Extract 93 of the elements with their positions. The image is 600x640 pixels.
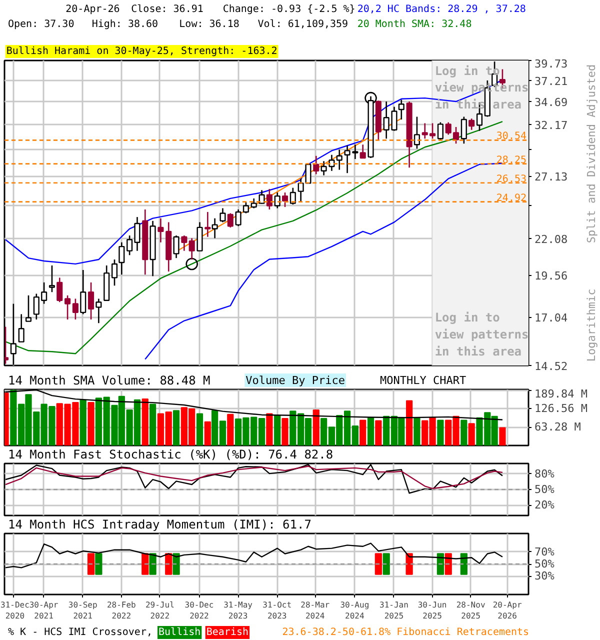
text: Logarithmic [585, 288, 598, 362]
text: 23.6-38.2-50-61.8% Fibonacci Retracements [282, 627, 530, 638]
x-tick-label: 29-Jul 2022 [145, 600, 175, 620]
text: High: 38.60 [92, 19, 158, 30]
y-tick-label: 22.08 [534, 232, 568, 246]
text: 20 Month SMA: 32.48 [357, 19, 472, 30]
candlestick [398, 99, 404, 120]
candlestick [80, 269, 86, 315]
x-tick-label: 31-Dec 2020 [0, 600, 30, 620]
candlestick [468, 118, 475, 131]
text: Bullish Harami on 30-May-25, Strength: -163.2 [6, 46, 278, 57]
x-tick-label: 31-Jan 2025 [380, 600, 409, 620]
chart-title: 14 Month SMA Volume: 88.48 M [8, 374, 210, 388]
y-tick-label: 32.17 [534, 118, 568, 132]
y-tick-label: 70% [534, 545, 555, 558]
text: Bearish [206, 627, 249, 638]
candlestick [437, 122, 444, 140]
line-series [4, 466, 504, 490]
text: Volume By Price [246, 374, 346, 387]
y-tick-label: 50% [534, 558, 555, 570]
x-tick-label: 30-Apr 2021 [29, 600, 58, 620]
y-tick-label: 39.73 [534, 58, 568, 70]
candlestick [181, 234, 188, 252]
y-tick-label: 50% [534, 483, 555, 496]
text: Open: 37.30 [8, 19, 74, 30]
y-tick-label: 30% [534, 570, 555, 583]
candlestick [266, 188, 272, 210]
y-tick-label: 14.52 [534, 360, 568, 373]
y-tick-label: 34.69 [534, 96, 568, 110]
y-tick-label: 37.21 [534, 74, 568, 88]
annotation: Log in to view patterns in this area [434, 310, 529, 358]
y-tick-label: 27.13 [534, 170, 568, 184]
chart-title: 14 Month Fast Stochastic (%K) (%D): 76.4 82.8 [8, 448, 334, 462]
y-tick-label: 19.56 [534, 270, 568, 283]
candlestick [111, 258, 118, 286]
candlestick [320, 160, 327, 176]
candlestick [64, 294, 71, 320]
x-tick-label: 30-Sep 2021 [68, 600, 98, 620]
candlestick [72, 298, 78, 320]
text: 20-Apr-26 [66, 4, 120, 15]
candlestick [173, 234, 180, 259]
candlestick [25, 294, 32, 322]
candlestick [18, 314, 24, 342]
candlestick [196, 222, 203, 252]
ref-line-label: 24.92 [496, 192, 527, 204]
ref-line-label: 30.54 [496, 131, 527, 142]
x-tick-label: 28-Feb 2022 [106, 600, 136, 620]
candlestick [204, 211, 211, 238]
text: MONTHLY CHART [380, 374, 467, 387]
candlestick [290, 187, 296, 206]
candlestick [274, 192, 280, 209]
y-tick-label: 80% [534, 467, 555, 480]
y-tick-label: 20% [534, 498, 555, 512]
ref-line-label: 26.53 [496, 174, 527, 185]
candlestick [460, 116, 467, 144]
text: Vol: 61,109,359 [258, 19, 348, 30]
legend-title: % K - HCS IMI Crossover, [8, 627, 152, 638]
x-tick-label: 30-Jun 2025 [418, 600, 447, 620]
y-axis-title: Split and Dividend Adjusted [585, 64, 598, 244]
candlestick [282, 192, 288, 208]
candlestick [48, 264, 55, 293]
text: Bullish [158, 627, 201, 638]
y-tick-label: 17.04 [534, 312, 568, 325]
candlestick [88, 282, 94, 320]
text: Close: 36.91 [131, 4, 204, 15]
text: 20,2 HC Bands: 28.29 , 37.28 [357, 4, 526, 15]
candlestick [96, 298, 102, 324]
y-tick-label: 126.56 M [534, 402, 588, 416]
candlestick [258, 189, 265, 205]
candlestick [118, 242, 125, 276]
text: Change: -0.93 {-2.5 %} [222, 4, 356, 15]
y-tick-label: 63.28 M [534, 420, 582, 434]
x-tick-label: 20-Apr 2026 [492, 600, 522, 620]
candlestick [360, 144, 366, 159]
candlestick [313, 155, 320, 175]
candlestick [336, 149, 342, 170]
candlestick [56, 277, 63, 303]
x-tick-label: 28-Nov 2025 [456, 600, 486, 620]
x-tick-label: 30-Aug 2024 [340, 600, 370, 620]
candlestick [250, 198, 257, 209]
chart-title: 14 Month HCS Intraday Momentum (IMI): 61.7 [8, 518, 312, 532]
candlestick [158, 218, 164, 244]
x-tick-label: 31-May 2023 [224, 600, 253, 620]
text: Low: 36.18 [179, 19, 240, 30]
x-tick-label: 31-Oct 2023 [262, 600, 292, 620]
candlestick [188, 238, 195, 260]
candlestick [212, 218, 218, 239]
x-tick-label: 28-Mar 2024 [300, 600, 330, 620]
y-tick-label: 189.84 M [534, 388, 588, 400]
candlestick [227, 212, 234, 228]
candlestick [220, 208, 226, 223]
x-tick-label: 30-Dec 2022 [184, 600, 214, 620]
candlestick [414, 116, 420, 150]
